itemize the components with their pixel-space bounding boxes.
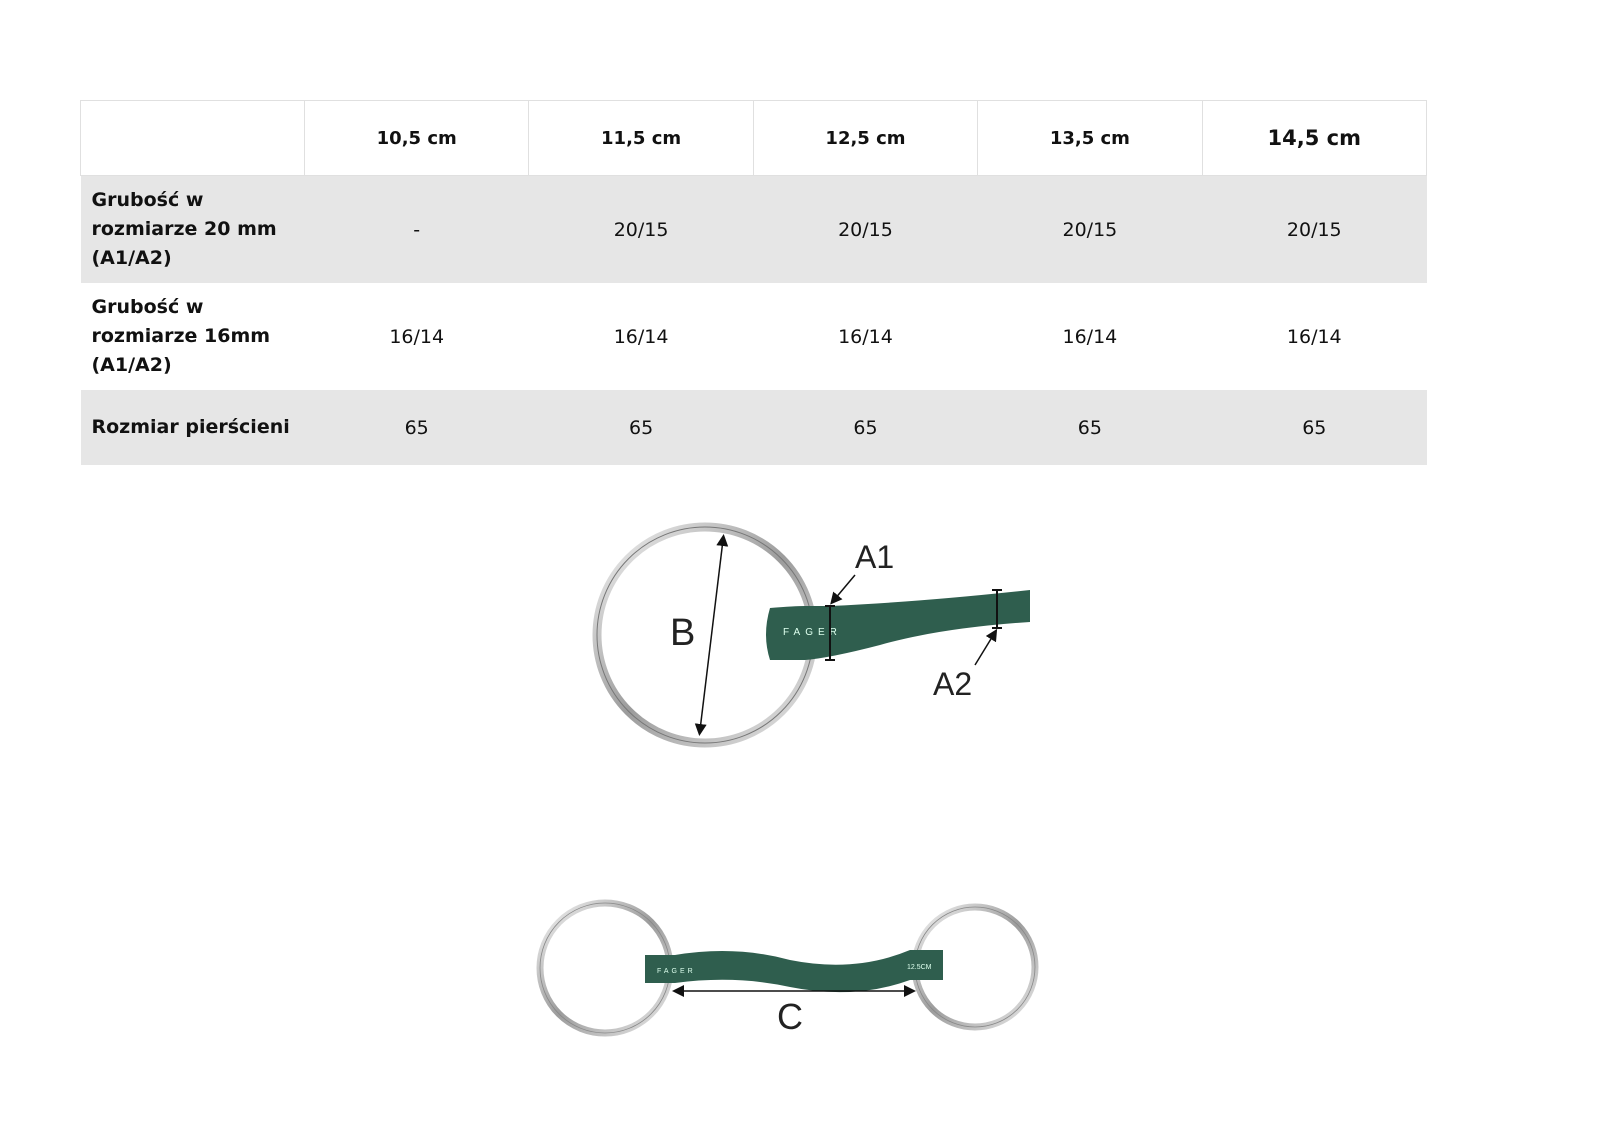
row-label: Grubość w rozmiarze 16mm (A1/A2) xyxy=(91,296,271,376)
header-col: 13,5 cm xyxy=(977,100,1203,176)
size-mark: 12.5CM xyxy=(907,964,932,971)
cell: 16/14 xyxy=(1062,325,1118,348)
cell: 20/15 xyxy=(1202,175,1427,283)
header-empty xyxy=(80,100,305,176)
mouthpiece xyxy=(766,590,1030,660)
header-col: 10,5 cm xyxy=(303,100,530,176)
header-col: 14,5 cm xyxy=(1201,100,1428,176)
header-col: 11,5 cm xyxy=(528,100,754,176)
row-label: Grubość w rozmiarze 20 mm (A1/A2) xyxy=(80,175,305,283)
cell: 20/15 xyxy=(528,175,754,283)
cell: 65 xyxy=(753,390,978,465)
label-a1: A1 xyxy=(855,539,894,575)
cell: 16/14 xyxy=(1286,325,1342,348)
size-table: 10,5 cm 11,5 cm 12,5 cm 13,5 cm 14,5 cm … xyxy=(80,100,1428,465)
header-col: 12,5 cm xyxy=(752,100,979,176)
label-c: C xyxy=(777,996,803,1037)
brand-text: FAGER xyxy=(783,627,842,638)
cell: 16/14 xyxy=(613,325,669,348)
table-row: Rozmiar pierścieni 65 65 65 65 65 xyxy=(80,390,1427,465)
table-row: Grubość w rozmiarze 20 mm (A1/A2) - 20/1… xyxy=(80,175,1427,283)
row-label: Rozmiar pierścieni xyxy=(80,390,305,465)
label-a2: A2 xyxy=(933,666,972,702)
label-b: B xyxy=(670,612,695,654)
cell: 65 xyxy=(304,390,529,465)
cell: 16/14 xyxy=(838,325,893,348)
cell: 16/14 xyxy=(389,325,445,348)
table-row: Grubość w rozmiarze 16mm (A1/A2) 16/14 1… xyxy=(81,283,1427,390)
table-header-row: 10,5 cm 11,5 cm 12,5 cm 13,5 cm 14,5 cm xyxy=(80,100,1428,176)
mouthpiece xyxy=(645,950,943,993)
b-dimension-arrow xyxy=(694,534,729,736)
bit-detail-diagram: FAGER B A1 A2 xyxy=(592,522,1030,748)
cell: 65 xyxy=(1202,390,1427,465)
cell: - xyxy=(304,175,529,283)
bit-full-diagram: FAGER 12.5CM C xyxy=(536,899,1039,1037)
brand-text: FAGER xyxy=(657,968,696,975)
cell: 65 xyxy=(528,390,754,465)
cell: 20/15 xyxy=(977,175,1203,283)
cell: 20/15 xyxy=(753,175,978,283)
cell: 65 xyxy=(977,390,1203,465)
